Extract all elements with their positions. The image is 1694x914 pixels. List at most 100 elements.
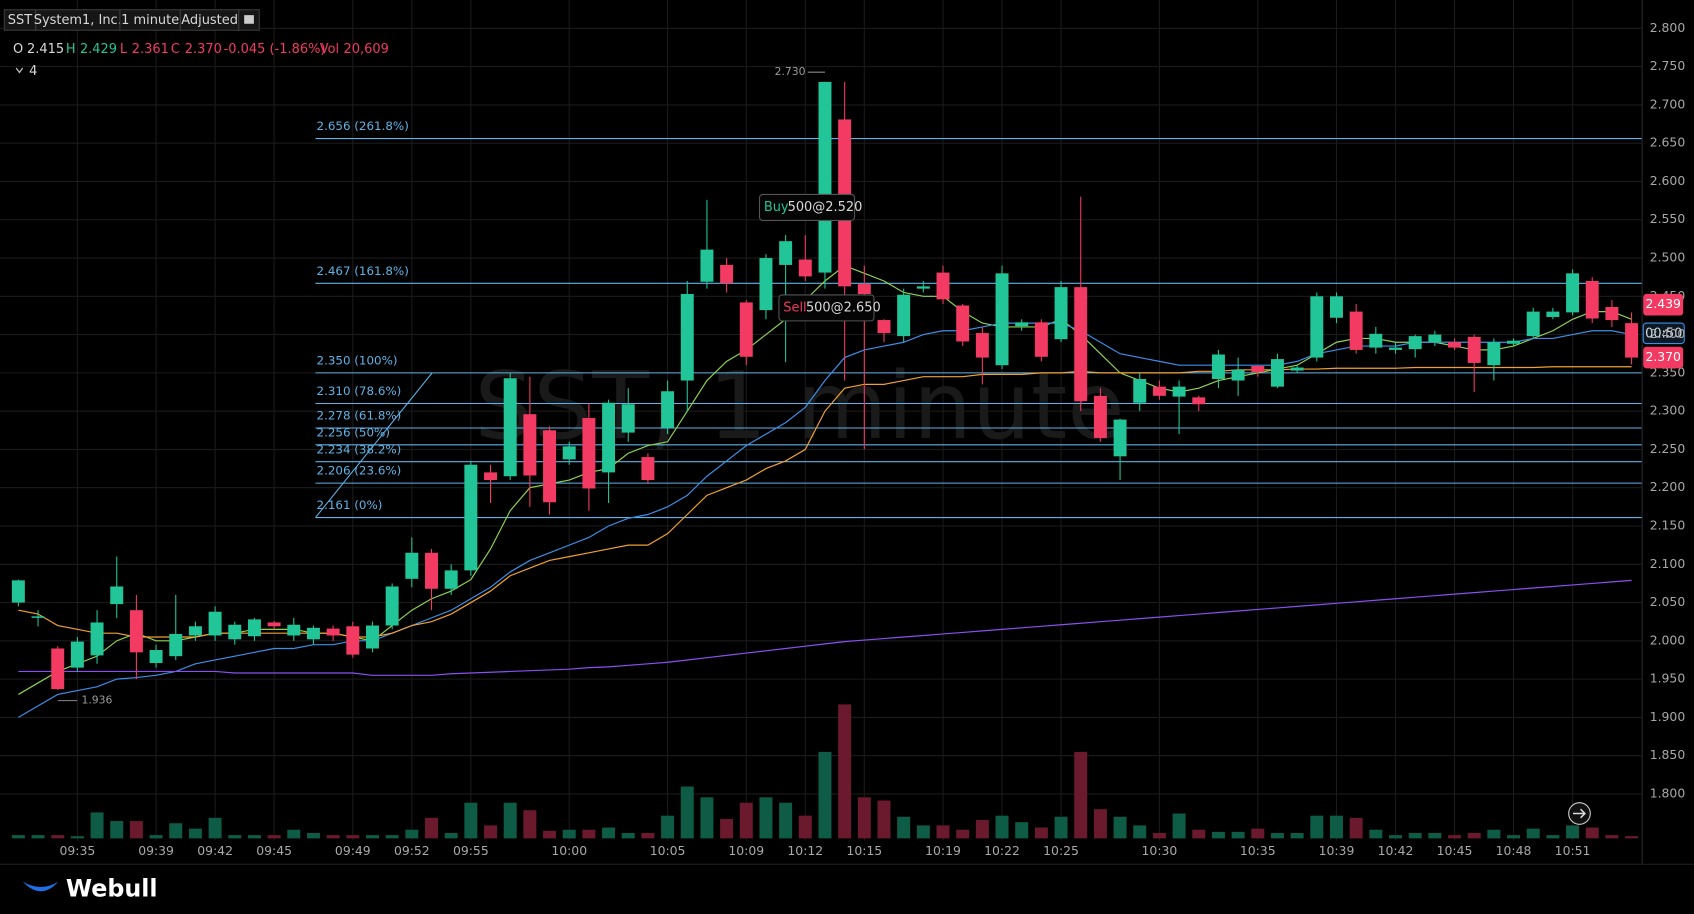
legend-change: -0.045 (-1.86%) (224, 42, 326, 57)
candle-body (208, 611, 222, 636)
company: System1, Inc. (34, 13, 122, 28)
volume-bar (720, 818, 734, 839)
ma-line (18, 579, 1632, 676)
candle-body (1113, 419, 1127, 457)
legend-o: 2.415 (27, 42, 64, 57)
x-tick-label: 10:42 (1378, 843, 1414, 858)
candle-body (1605, 307, 1619, 321)
volume-bar (1625, 836, 1639, 839)
candle-body (759, 258, 773, 311)
candle-body (818, 81, 832, 273)
volume-bar (1152, 832, 1166, 839)
x-tick-label: 10:09 (728, 843, 764, 858)
volume-bar (366, 835, 379, 839)
x-tick-label: 09:52 (394, 843, 430, 858)
candle-body (464, 464, 478, 571)
legend-vol-label: Vol (320, 42, 339, 57)
volume-bar (621, 832, 635, 839)
y-tick-label: 2.500 (1650, 250, 1686, 265)
volume-bar (877, 800, 891, 839)
volume-bar (247, 835, 261, 839)
volume-bar (1585, 827, 1599, 839)
candle-body (1270, 359, 1284, 387)
x-tick-label: 10:00 (551, 843, 587, 858)
volume-bar (70, 836, 84, 839)
volume-bar (602, 827, 616, 839)
candle-body (346, 626, 360, 655)
candle-body (995, 273, 1009, 366)
high-label: 2.730 (775, 65, 806, 78)
candle-body (562, 446, 576, 460)
legend-c: 2.370 (185, 42, 222, 57)
candle-body (1231, 369, 1245, 381)
collapse-chevron[interactable] (15, 67, 24, 74)
x-tick-label: 09:45 (256, 843, 292, 858)
candle-body (582, 418, 596, 489)
sell-marker[interactable] (778, 294, 875, 322)
countdown: 00:50 (1645, 326, 1682, 341)
legend-o-label: O (13, 42, 23, 57)
volume-bar (562, 829, 576, 839)
y-tick-label: 2.650 (1650, 135, 1686, 150)
volume-bar (1015, 822, 1029, 839)
y-tick-label: 2.550 (1650, 211, 1686, 226)
fib-label: 2.467 (161.8%) (317, 264, 409, 278)
volume-bar (1389, 835, 1402, 839)
x-tick-label: 10:19 (925, 843, 961, 858)
price-tag-label: 2.370 (1645, 349, 1681, 364)
volume-bar (11, 835, 25, 839)
candle-body (1389, 347, 1402, 350)
volume-bar (1605, 835, 1619, 839)
volume-bar (287, 829, 301, 839)
adjustment: Adjusted (181, 13, 238, 28)
candle-body (1211, 354, 1225, 379)
buy-side: Buy (764, 200, 789, 215)
candle-body (602, 402, 616, 473)
candle-body (1290, 367, 1304, 371)
candle-body (31, 616, 45, 618)
candle-body (228, 624, 242, 640)
symbol: SST (8, 13, 32, 28)
candle-body (1172, 386, 1186, 397)
volume-bar (759, 797, 773, 839)
fib-label: 2.234 (38.2%) (317, 442, 402, 456)
candle-body (1054, 287, 1068, 340)
volume-bar (975, 820, 989, 839)
volume-bar (1211, 831, 1225, 839)
volume-bar (51, 835, 65, 839)
candle-body (1349, 311, 1363, 350)
candle-body (385, 586, 399, 626)
candle-body (916, 286, 930, 289)
volume-bar (90, 812, 104, 839)
volume-bar (484, 825, 498, 839)
volume-bar (1231, 831, 1245, 839)
x-tick-label: 09:49 (335, 843, 371, 858)
volume-bar (405, 829, 419, 839)
volume-bar (1172, 813, 1186, 839)
volume-bar (1369, 829, 1383, 839)
volume-bar (503, 802, 517, 839)
volume-bar (1566, 825, 1580, 839)
legend-l-label: L (120, 42, 128, 57)
buy-marker[interactable] (758, 193, 856, 221)
volume-bar (1133, 825, 1147, 839)
y-tick-label: 2.300 (1650, 403, 1686, 418)
x-tick-label: 10:15 (846, 843, 882, 858)
candle-body (1428, 334, 1442, 343)
fib-label: 2.161 (0%) (317, 498, 383, 512)
sell-text: 500@2.650 (806, 300, 881, 315)
candle-body (543, 430, 557, 503)
candle-body (188, 626, 202, 636)
x-tick-label: 09:39 (138, 843, 174, 858)
x-tick-label: 10:22 (984, 843, 1020, 858)
y-tick-label: 1.900 (1650, 709, 1686, 724)
y-tick-label: 1.950 (1650, 671, 1686, 686)
volume-bar (700, 797, 714, 839)
candle-body (523, 414, 537, 476)
y-tick-label: 1.800 (1650, 785, 1686, 800)
candle-body (1152, 386, 1166, 396)
candle-body (1329, 296, 1343, 318)
candle-body (680, 294, 694, 381)
x-tick-label: 10:45 (1437, 843, 1473, 858)
volume-bar (1054, 816, 1068, 839)
